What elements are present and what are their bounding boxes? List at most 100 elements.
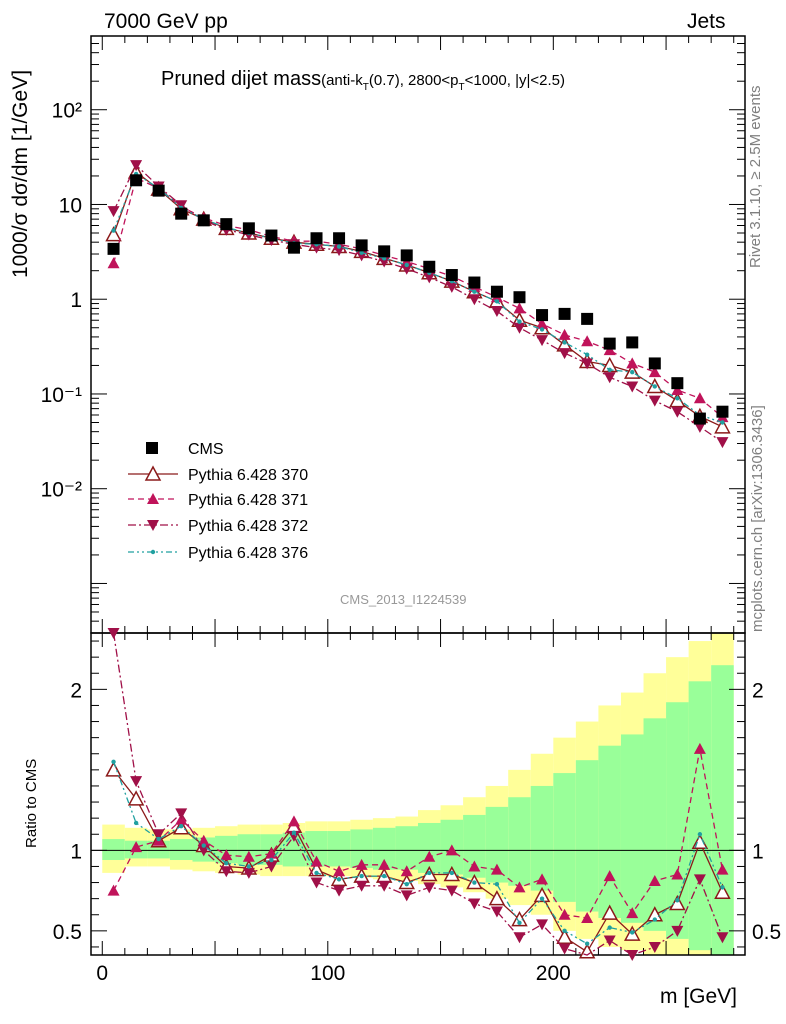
series-line-p376 [112,172,723,424]
series-marker-p371 [400,865,413,877]
series-marker-p376 [539,327,545,332]
uncertainty-band-inner [327,831,351,867]
series-marker-p376 [314,870,319,876]
series-marker-p376 [111,228,116,233]
series-marker-p376 [517,319,522,324]
x-axis-label: m [GeV] [660,985,738,1008]
series-marker-p372 [310,242,323,254]
series-line-p371 [113,748,724,919]
series-marker-p376 [179,824,184,829]
plot-title-detail: (anti-k [321,72,363,89]
series-marker-p376 [562,928,567,934]
category-label: Jets [687,10,726,33]
series-marker-p376 [675,396,680,401]
cms-data-point [445,269,458,282]
analysis-id: CMS_2013_I1224539 [340,592,467,607]
series-marker-p376 [359,873,364,879]
uncertainty-band-inner [711,665,734,955]
series-marker-p370 [308,861,325,877]
series-marker-p370 [714,883,731,899]
cms-data-point [152,184,165,197]
series-marker-p371 [378,858,391,870]
series-marker-p376 [224,861,229,866]
series-marker-p372 [175,808,188,820]
cms-data-point [536,309,549,322]
series-marker-p372 [626,950,639,961]
series-marker-p371 [130,841,143,853]
series-marker-p372 [536,335,549,347]
series-marker-p376 [630,930,635,935]
y-tick-label: 10⁻² [41,479,82,502]
uncertainty-band-inner [575,760,599,912]
legend-label: Pythia 6.428 370 [188,467,308,484]
series-marker-p371 [513,881,526,893]
series-marker-p376 [675,898,680,903]
series-marker-p371 [310,855,323,867]
cms-data-point [400,249,413,262]
series-marker-p372 [536,919,549,931]
series-marker-p376 [359,250,364,255]
series-marker-p372 [130,776,143,788]
series-marker-p376 [720,420,725,425]
cms-data-point [513,291,526,304]
legend-label: CMS [188,441,224,458]
series-marker-p376 [720,885,725,890]
series-marker-p371 [333,865,346,877]
ratio-tick-label-right: 2 [752,679,764,702]
series-marker-p376 [291,830,297,835]
y-tick-label: 1 [70,289,82,312]
series-marker-p372 [648,941,661,953]
series-marker-p372 [558,348,571,360]
uncertainty-band-inner [237,834,261,865]
series-marker-p372 [468,898,481,910]
uncertainty-band-inner [102,839,125,861]
series-marker-p376 [517,920,522,925]
series-marker-p376 [494,299,500,304]
top-frame [90,35,746,634]
series-marker-p371 [558,328,571,340]
y-tick-label: 10² [52,100,82,123]
legend-marker-p376 [150,549,156,555]
cms-data-point [287,241,300,254]
uncertainty-band-inner [463,814,486,878]
series-marker-p370 [105,226,122,242]
series-marker-p376 [472,289,477,294]
series-marker-p371 [671,384,684,396]
legend-marker-p372 [147,520,159,531]
series-marker-p371 [513,302,526,314]
legend-label: Pythia 6.428 376 [188,545,308,562]
series-marker-p372 [671,406,684,418]
series-marker-p371 [490,863,503,875]
series-marker-p372 [310,877,323,889]
plot-title-sub2: T [458,82,465,93]
series-marker-p376 [427,870,432,876]
series-marker-p376 [246,864,252,869]
series-marker-p371 [581,335,594,347]
series-marker-p372 [490,906,503,918]
legend-marker-p370 [144,465,162,481]
uncertainty-band-inner [508,797,531,886]
cms-data-point [333,232,346,245]
series-marker-p372 [468,294,481,306]
series-marker-p372 [693,874,706,886]
series-marker-p372 [423,272,436,284]
series-marker-p372 [513,932,526,944]
series-marker-p376 [494,881,500,887]
cms-data-point [378,245,391,258]
series-marker-p376 [336,877,342,882]
series-line-p370 [113,769,723,953]
series-marker-p372 [400,263,413,275]
ratio-tick-label: 0.5 [53,921,82,944]
ratio-tick-label: 2 [70,679,82,702]
series-marker-p372 [581,358,594,370]
series-marker-p372 [671,925,684,937]
series-marker-p372 [445,281,458,293]
series-marker-p370 [533,886,551,903]
series-marker-p371 [423,850,436,862]
series-marker-p372 [558,943,571,955]
uncertainty-band-inner [643,718,667,931]
y-tick-label: 10 [59,194,82,217]
series-marker-p371 [603,870,616,882]
series-marker-p371 [536,317,549,329]
